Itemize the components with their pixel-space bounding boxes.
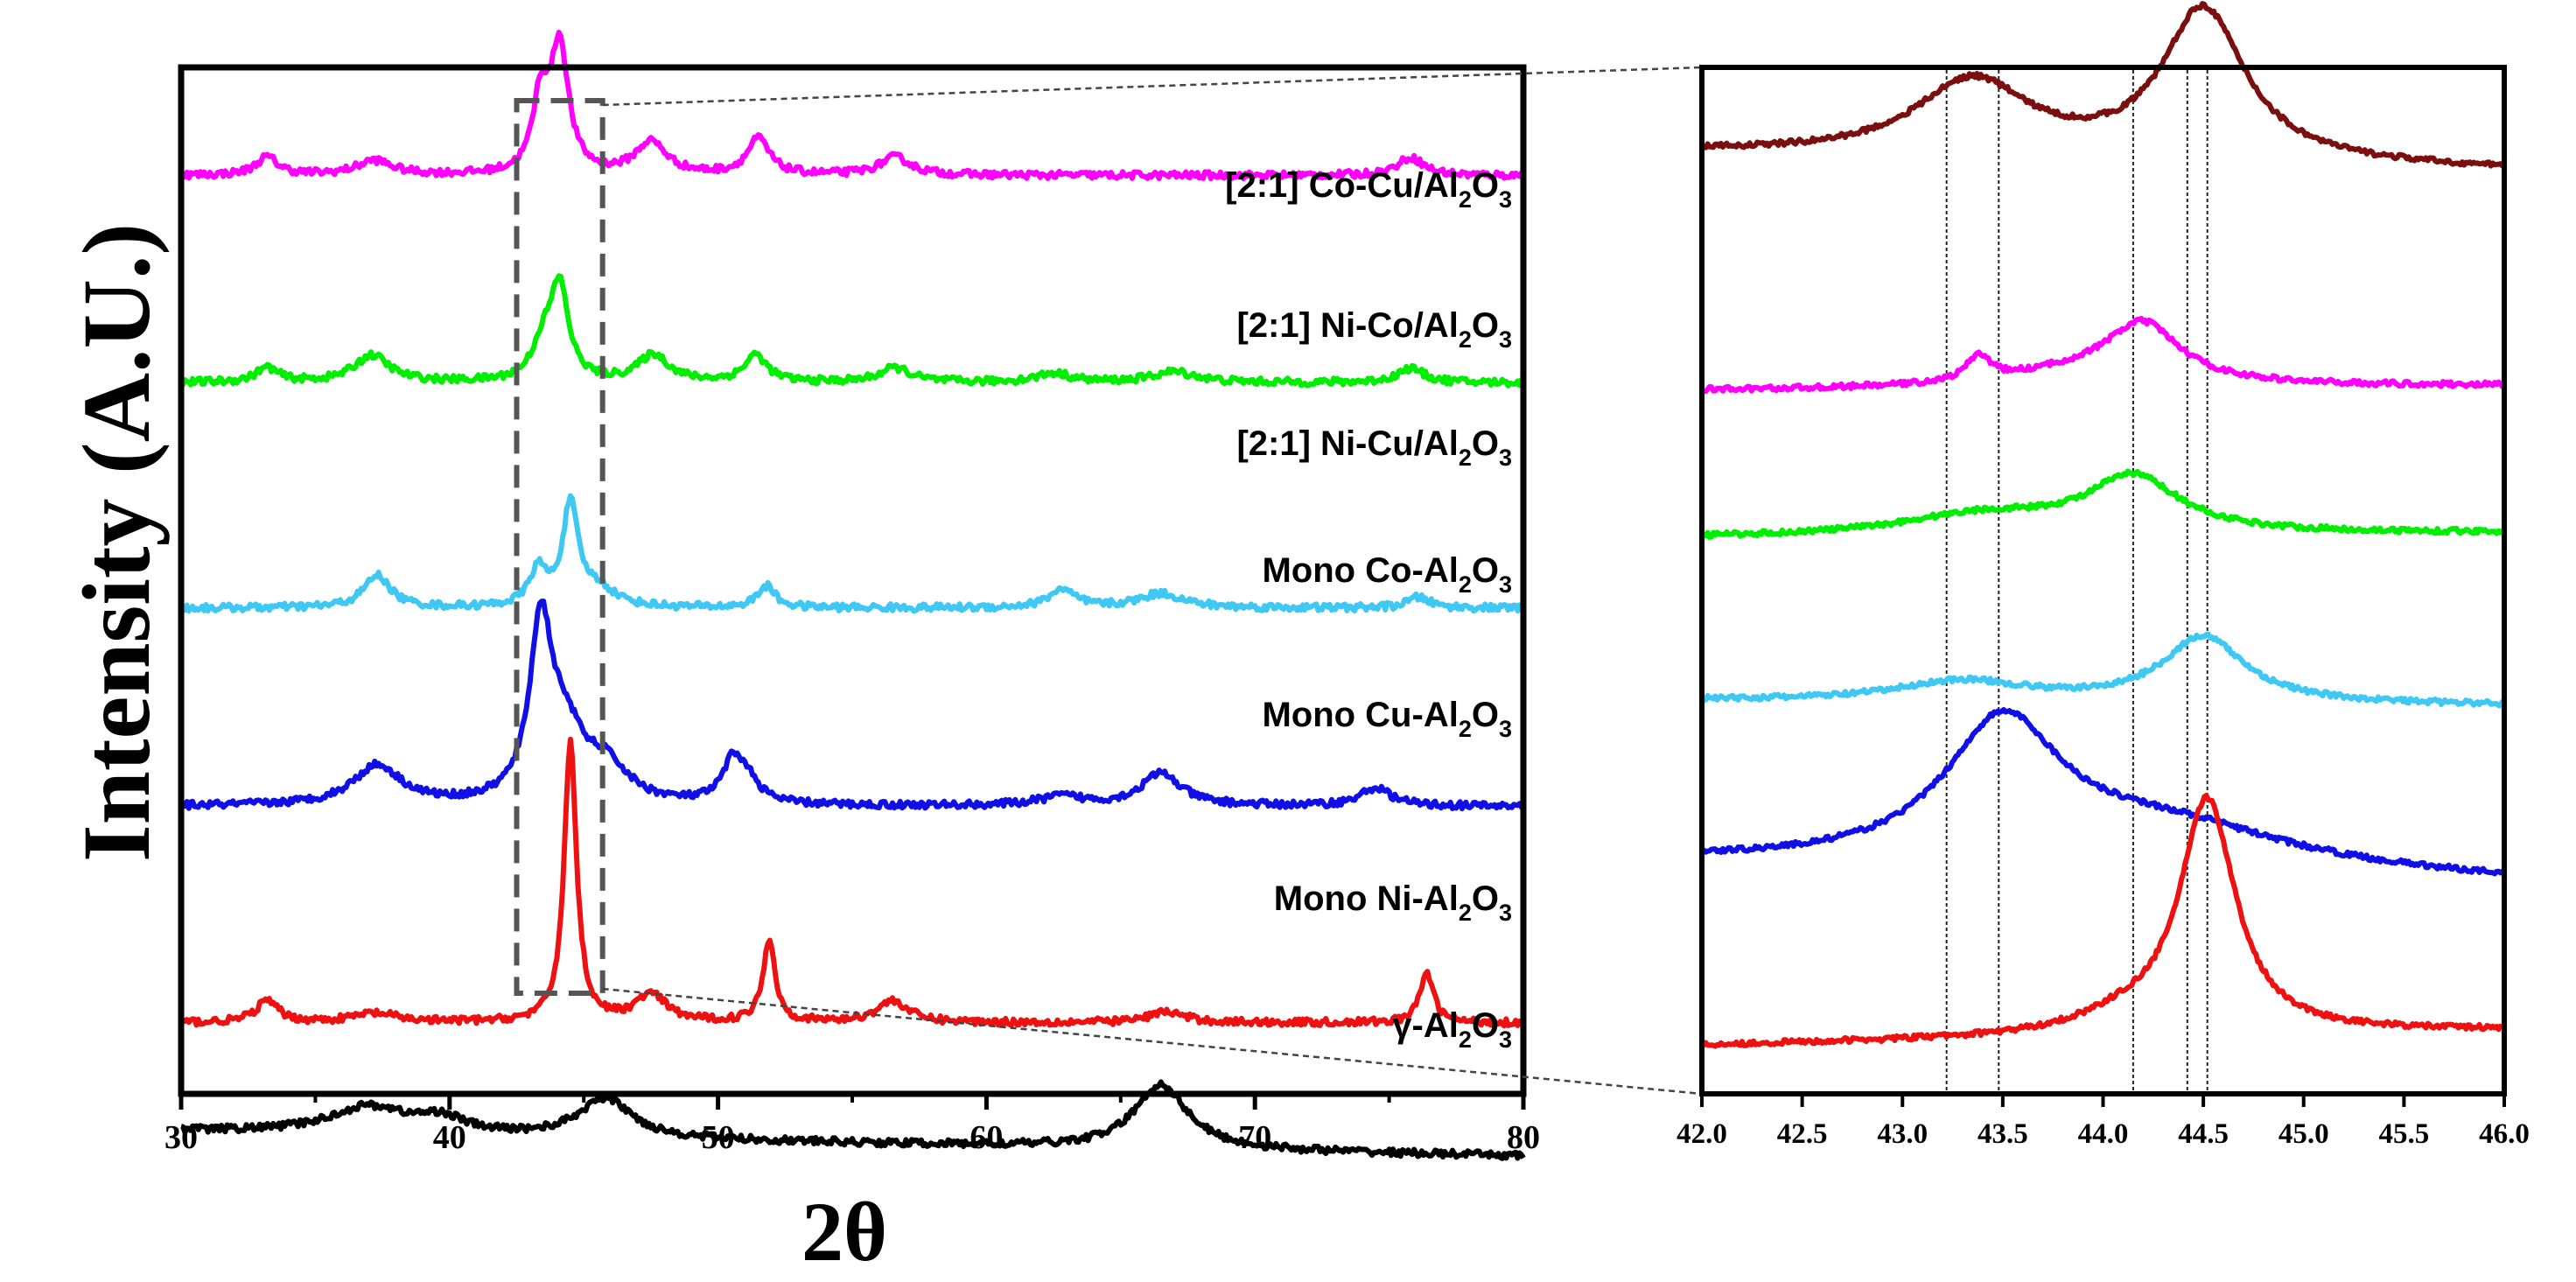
zoom-x-tick-label: 45.5 bbox=[2379, 1118, 2430, 1150]
zoom-x-tick-label: 42.0 bbox=[1676, 1118, 1727, 1150]
main-x-tick-label: 30 bbox=[164, 1119, 198, 1156]
zoom-region-box bbox=[514, 98, 606, 996]
main-x-tick-label: 80 bbox=[1507, 1119, 1540, 1156]
main-trace-4 bbox=[178, 599, 1526, 812]
series-label-0: [2:1] Co-Cu/Al2O3 bbox=[1225, 166, 1512, 213]
zoom-x-axis: 42.0 42.5 43.0 43.5 44.0 44.5 45.0 45.5 46.0 bbox=[1676, 1094, 2530, 1150]
connector-bottom bbox=[602, 987, 1703, 1096]
main-xrd-panel: 30 40 50 60 70 80 [2:1] Co-Cu/Al2O3 [2:1] Ni-C… bbox=[63, 30, 1540, 1278]
series-label-1: [2:1] Ni-Co/Al2O3 bbox=[1236, 306, 1512, 353]
zoom-x-tick-label: 43.0 bbox=[1877, 1118, 1928, 1150]
series-label-3: Mono Co-Al2O3 bbox=[1262, 551, 1512, 598]
main-trace-5 bbox=[178, 736, 1526, 1029]
series-label-4: Mono Cu-Al2O3 bbox=[1262, 696, 1512, 742]
main-traces bbox=[178, 30, 1526, 1161]
main-trace-2 bbox=[179, 273, 1524, 389]
zoom-x-tick-label: 46.0 bbox=[2479, 1118, 2530, 1150]
series-labels: [2:1] Co-Cu/Al2O3 [2:1] Ni-Co/Al2O3 [2:1] … bbox=[1225, 166, 1512, 1053]
x-axis-title: 2θ bbox=[802, 1185, 887, 1278]
zoom-plot-frame bbox=[1699, 65, 2507, 1096]
main-x-tick-label: 70 bbox=[1238, 1119, 1271, 1156]
zoom-trace-3 bbox=[1701, 631, 2506, 709]
zoom-x-tick-label: 45.0 bbox=[2278, 1118, 2329, 1150]
zoom-x-tick-label: 42.5 bbox=[1777, 1118, 1828, 1150]
y-axis-title: Intensity (A.U.) bbox=[63, 223, 170, 862]
zoom-trace-2 bbox=[1699, 468, 2506, 540]
connector-top bbox=[602, 66, 1703, 107]
main-x-tick-label: 40 bbox=[433, 1119, 466, 1156]
zoom-x-tick-label: 43.5 bbox=[1978, 1118, 2028, 1150]
reference-lines bbox=[1945, 70, 2208, 1091]
zoom-trace-1 bbox=[1701, 315, 2507, 395]
main-x-tick-label: 60 bbox=[970, 1119, 1003, 1156]
zoom-trace-4 bbox=[1699, 707, 2505, 877]
zoom-trace-0 bbox=[1700, 1, 2506, 170]
zoom-trace-5 bbox=[1699, 793, 2506, 1049]
series-label-2: [2:1] Ni-Cu/Al2O3 bbox=[1236, 424, 1512, 471]
series-label-5: Mono Ni-Al2O3 bbox=[1274, 879, 1512, 926]
zoom-x-tick-label: 44.5 bbox=[2178, 1118, 2229, 1150]
main-trace-1 bbox=[178, 30, 1526, 182]
zoom-traces bbox=[1699, 1, 2507, 1049]
zoom-connector-lines bbox=[602, 66, 1703, 1096]
zoom-xrd-panel: 42.0 42.5 43.0 43.5 44.0 44.5 45.0 45.5 46.0 bbox=[1676, 1, 2530, 1150]
main-trace-3 bbox=[180, 493, 1526, 614]
series-label-6: γ-Al2O3 bbox=[1392, 1006, 1512, 1053]
main-x-tick-label: 50 bbox=[702, 1119, 735, 1156]
zoom-x-tick-label: 44.0 bbox=[2078, 1118, 2129, 1150]
main-trace-6 bbox=[180, 1079, 1526, 1161]
main-x-axis: 30 40 50 60 70 80 bbox=[164, 1094, 1540, 1156]
